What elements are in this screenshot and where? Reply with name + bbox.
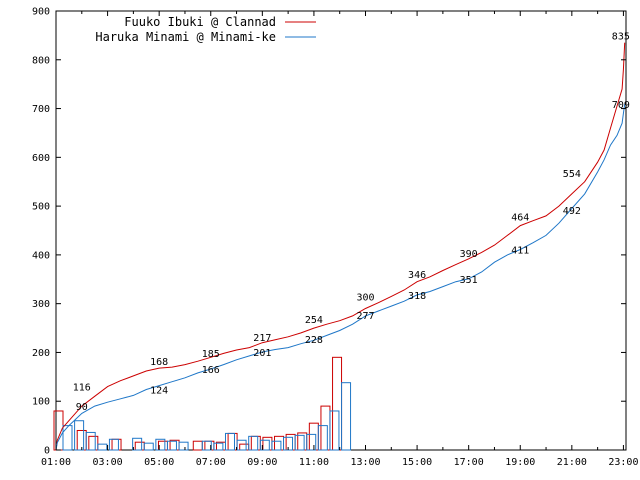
x-tick-label: 09:00: [247, 457, 277, 468]
data-label: 254: [305, 315, 323, 326]
y-tick-label: 0: [44, 446, 50, 457]
hourly-bar: [341, 382, 352, 451]
hourly-bar: [274, 435, 285, 451]
x-tick-label: 23:00: [608, 457, 638, 468]
data-label: 300: [356, 293, 374, 304]
x-tick-label: 21:00: [557, 457, 587, 468]
hourly-bar: [329, 410, 340, 451]
hourly-bar: [192, 440, 203, 451]
cumulative-lines: [55, 42, 626, 451]
x-tick-label: 03:00: [93, 457, 123, 468]
data-label: 166: [202, 365, 220, 376]
hourly-bar: [213, 442, 224, 451]
hourly-bar: [236, 439, 247, 451]
axis-ticks: 0 100 200 300 400 500 600 700 800 900 01:00 03:00 05…: [32, 7, 639, 469]
x-tick-label: 15:00: [402, 457, 432, 468]
x-tick-label: 13:00: [350, 457, 380, 468]
hourly-bar: [271, 440, 282, 451]
legend-entry: Fuuko Ibuki @ Clannad: [124, 15, 276, 29]
x-tick-label: 11:00: [299, 457, 329, 468]
hourly-bar: [224, 432, 235, 451]
data-label: 116: [73, 382, 91, 393]
hourly-bar: [262, 436, 273, 451]
data-label: 390: [460, 249, 478, 260]
y-tick-label: 700: [32, 104, 50, 115]
hourly-bar: [62, 425, 73, 451]
data-label: 277: [356, 311, 374, 322]
y-tick-label: 400: [32, 250, 50, 261]
hourly-bars: [53, 356, 352, 451]
data-label: 201: [253, 348, 271, 359]
y-tick-label: 100: [32, 397, 50, 408]
hourly-bar: [248, 435, 259, 451]
hourly-bar: [134, 441, 145, 451]
hourly-bar: [178, 441, 189, 451]
data-label: 124: [150, 386, 168, 397]
hourly-bar: [111, 438, 122, 451]
data-label: 217: [253, 333, 271, 344]
hourly-bar: [85, 431, 96, 451]
legend-entry: Haruka Minami @ Minami-ke: [95, 30, 276, 44]
data-label: 464: [511, 213, 529, 224]
x-tick-label: 19:00: [505, 457, 535, 468]
hourly-bar: [143, 442, 154, 451]
data-label: 185: [202, 349, 220, 360]
x-tick-label: 05:00: [144, 457, 174, 468]
y-tick-label: 500: [32, 202, 50, 213]
x-tick-label: 07:00: [196, 457, 226, 468]
hourly-bar: [88, 435, 99, 451]
hourly-bar: [74, 420, 85, 451]
data-labels: 116 168 185 217 254 300 346 390 464 554 835 90 124 16…: [73, 32, 630, 413]
y-tick-label: 900: [32, 7, 50, 18]
y-tick-label: 200: [32, 348, 50, 359]
series-line: [55, 104, 626, 451]
data-label: 351: [460, 275, 478, 286]
hourly-bar: [201, 440, 212, 451]
hourly-bar: [306, 433, 317, 451]
hourly-bar: [317, 425, 328, 451]
hourly-bar: [166, 440, 177, 451]
hourly-bar: [204, 440, 215, 451]
data-label: 835: [612, 32, 630, 43]
y-tick-label: 600: [32, 153, 50, 164]
x-tick-label: 17:00: [454, 457, 484, 468]
series-line: [55, 42, 626, 451]
y-tick-label: 300: [32, 299, 50, 310]
data-label: 228: [305, 335, 323, 346]
y-tick-label: 800: [32, 55, 50, 66]
x-tick-label: 01:00: [41, 457, 71, 468]
hourly-bar: [132, 437, 143, 451]
hourly-bar: [259, 439, 270, 451]
hourly-bar: [320, 405, 331, 451]
data-label: 554: [563, 169, 581, 180]
data-label: 318: [408, 291, 426, 302]
hourly-bar: [332, 356, 343, 451]
hourly-bar: [97, 443, 108, 451]
hourly-bar: [108, 438, 119, 451]
hourly-bar: [250, 435, 261, 451]
hourly-bar: [155, 438, 166, 451]
data-label: 411: [511, 246, 529, 257]
hourly-bar: [285, 433, 296, 451]
hourly-bar: [239, 443, 250, 451]
data-label: 90: [76, 402, 88, 413]
plot-frame: [55, 10, 627, 451]
data-label: 346: [408, 270, 426, 281]
data-label: 709: [612, 100, 630, 111]
hourly-bar: [227, 432, 238, 451]
hourly-bar: [294, 434, 305, 451]
data-label: 168: [150, 357, 168, 368]
hourly-bar: [157, 440, 168, 451]
data-label: 492: [563, 206, 581, 217]
